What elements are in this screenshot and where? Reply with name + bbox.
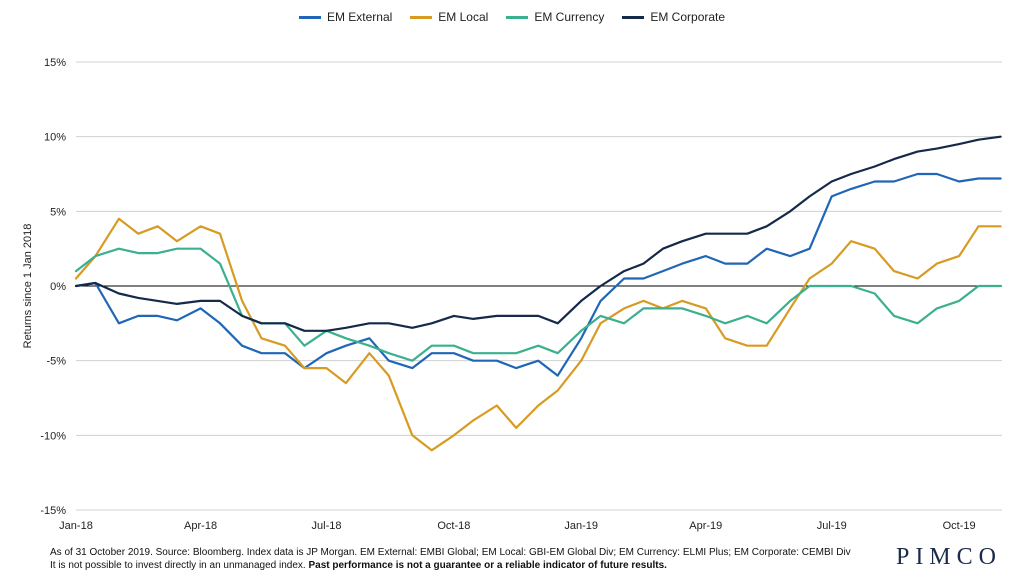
legend-swatch: [622, 15, 645, 19]
footnote: As of 31 October 2019. Source: Bloomberg…: [50, 546, 851, 572]
footnote-disclaimer: It is not possible to invest directly in…: [50, 560, 309, 571]
chart-legend: EM External EM Local EM Currency EM Corp…: [0, 10, 1024, 24]
x-tick-label: Oct-19: [943, 520, 976, 532]
series-line-em-currency: [74, 247, 1002, 362]
y-tick-label: -15%: [40, 505, 66, 517]
legend-item-em-corporate: EM Corporate: [622, 10, 725, 24]
line-chart: 15% 10% 5% 0% -5% -10% -15% Jan-18 Apr-18 Jul-18 O…: [22, 57, 1002, 532]
y-tick-label: 0%: [50, 281, 66, 293]
x-tick-label: Apr-18: [184, 520, 217, 532]
series-line-em-corporate: [74, 135, 1002, 332]
y-tick-label: 15%: [44, 57, 66, 69]
pimco-logo: PIMCO: [895, 544, 1002, 570]
footnote-performance-warning: Past performance is not a guarantee or a…: [308, 560, 667, 571]
footnote-line-1: As of 31 October 2019. Source: Bloomberg…: [50, 547, 851, 558]
series-line-em-external: [74, 172, 1002, 377]
legend-swatch: [506, 15, 529, 19]
series-line-em-local: [74, 217, 1002, 452]
legend-swatch: [298, 15, 321, 19]
x-tick-label: Jan-19: [564, 520, 598, 532]
y-tick-label: 5%: [50, 206, 66, 218]
legend-label: EM External: [326, 10, 393, 24]
legend-label: EM Local: [438, 10, 489, 24]
legend-item-em-external: EM External: [298, 10, 393, 24]
y-tick-label: 10%: [44, 132, 66, 144]
y-tick-label: -5%: [46, 356, 66, 368]
x-tick-label: Jul-19: [817, 520, 847, 532]
legend-label: EM Currency: [534, 10, 605, 24]
legend-item-em-currency: EM Currency: [506, 10, 604, 24]
footnote-line-2: It is not possible to invest directly in…: [50, 559, 851, 572]
legend-swatch: [410, 15, 433, 19]
x-tick-label: Jul-18: [312, 520, 342, 532]
y-axis-label: Returns since 1 Jan 2018: [22, 224, 34, 349]
y-tick-label: -10%: [40, 430, 66, 442]
x-tick-label: Jan-18: [59, 520, 93, 532]
x-tick-label: Oct-18: [437, 520, 470, 532]
legend-item-em-local: EM Local: [410, 10, 488, 24]
legend-label: EM Corporate: [650, 10, 726, 24]
x-tick-label: Apr-19: [689, 520, 722, 532]
